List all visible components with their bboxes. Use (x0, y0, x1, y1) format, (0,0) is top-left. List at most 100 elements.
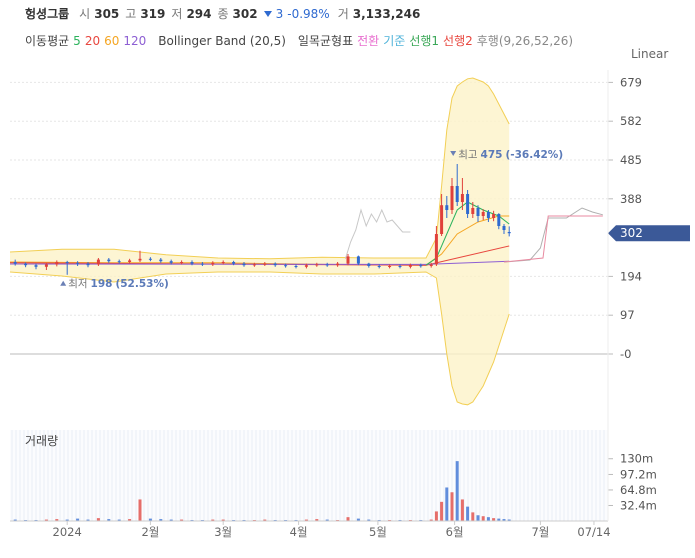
candle-body (450, 186, 454, 210)
candle-body (408, 265, 412, 267)
indicator-line (344, 208, 411, 259)
volume-bar (486, 517, 490, 521)
indicator-item: 전환 (357, 34, 380, 48)
x-tick-label: 5월 (369, 525, 387, 539)
candle-body (492, 214, 496, 218)
current-price-tag (608, 225, 690, 242)
stat-value: 305 (94, 6, 120, 21)
candle-body (440, 205, 444, 234)
candle-body (159, 259, 163, 262)
volume-bar (117, 519, 121, 521)
candle-body (304, 265, 308, 267)
volume-bar (128, 519, 132, 521)
volume-bar (476, 515, 480, 521)
volume-bar (455, 461, 459, 521)
volume-bar (346, 517, 350, 521)
indicator-legend: 이동평균 5 20 60 120 Bollinger Band (20,5) 일목균형표 전환… (25, 32, 573, 49)
y-tick-label: 485 (620, 153, 642, 167)
x-tick-label: 2024 (53, 525, 82, 539)
stat-value: 319 (140, 6, 166, 21)
bollinger-lower (9, 271, 510, 406)
volume-bar (325, 519, 329, 521)
indicator-item: 선행2 (443, 34, 473, 48)
stat-label: 시 (79, 7, 91, 21)
candle-body (117, 261, 121, 263)
down-icon (263, 10, 272, 17)
candle-body (148, 258, 152, 260)
stock-name: 헝셩그룹 (25, 7, 70, 21)
stat-label: 고 (125, 7, 137, 21)
candle-body (232, 262, 236, 264)
candle-body (138, 258, 142, 261)
candle-body (460, 194, 464, 202)
annotation: 최고 475 (-36.42%) (458, 149, 563, 161)
annotation-value: 475 (481, 149, 503, 161)
candle-body (497, 214, 501, 226)
candle-body (190, 262, 194, 264)
candle-body (455, 186, 459, 202)
change-pct: -0.98% (287, 6, 330, 21)
y-tick-label: 388 (620, 192, 642, 206)
candle-body (96, 259, 100, 265)
candle-body (263, 263, 267, 265)
candle-body (398, 266, 402, 267)
indicator-line (9, 260, 510, 265)
volume-bar (138, 499, 142, 521)
volume-bar (13, 519, 17, 521)
x-tick-label: 6월 (446, 525, 464, 539)
y-tick-label: 97 (620, 308, 635, 322)
stat-label: 종 (217, 7, 229, 21)
candle-body (466, 194, 470, 214)
candle-body (388, 266, 392, 267)
volume-bar (502, 519, 506, 521)
candle-body (169, 261, 173, 263)
indicator-group: 일목균형표 (297, 34, 354, 48)
x-tick-label: 3월 (214, 525, 232, 539)
volume-bar (429, 519, 433, 521)
indicator-item: 20 (84, 33, 101, 48)
volume-bar (304, 519, 308, 521)
volume-title: 거래량 (25, 434, 58, 448)
candle-body (507, 232, 511, 234)
volume-bar (434, 511, 438, 521)
volume-value: 3,133,246 (352, 6, 421, 21)
volume-tick-label: 32.4m (620, 498, 657, 512)
candle-body (76, 262, 80, 264)
volume-bar (497, 518, 501, 521)
x-tick-label: 2월 (141, 525, 159, 539)
candle-body (336, 263, 340, 266)
volume-bar (65, 519, 69, 521)
candle-body (107, 259, 111, 262)
candle-body (325, 264, 329, 266)
annotation-marker (60, 280, 67, 286)
candle-body (434, 234, 438, 265)
volume-bar (445, 487, 449, 521)
candle-body (86, 263, 90, 266)
candle-body (211, 262, 215, 265)
candle-body (34, 265, 38, 267)
candle-body (367, 263, 371, 266)
volume-bar (76, 518, 80, 521)
indicator-item: 선행1 (409, 34, 440, 48)
indicator-item: 5 (73, 33, 81, 48)
candle-body (294, 266, 298, 267)
candle-body (252, 264, 256, 266)
candle-body (284, 265, 288, 267)
candle-body (356, 256, 360, 264)
candle-body (502, 226, 506, 230)
indicator-line (503, 215, 603, 263)
indicator-group: Bollinger Band (20,5) (158, 33, 286, 48)
volume-tick-label: 97.2m (620, 467, 657, 481)
candle-body (476, 208, 480, 216)
candle-body (419, 265, 423, 267)
volume-bar (450, 492, 454, 521)
stat-value: 294 (186, 6, 212, 21)
candle-body (481, 212, 485, 216)
volume-bar (440, 501, 444, 521)
volume-bar (263, 519, 267, 521)
volume-bar (159, 519, 163, 521)
annotation-change: (-36.42%) (505, 149, 563, 161)
bollinger-fill (10, 78, 510, 405)
y-tick-label: 679 (620, 75, 642, 89)
